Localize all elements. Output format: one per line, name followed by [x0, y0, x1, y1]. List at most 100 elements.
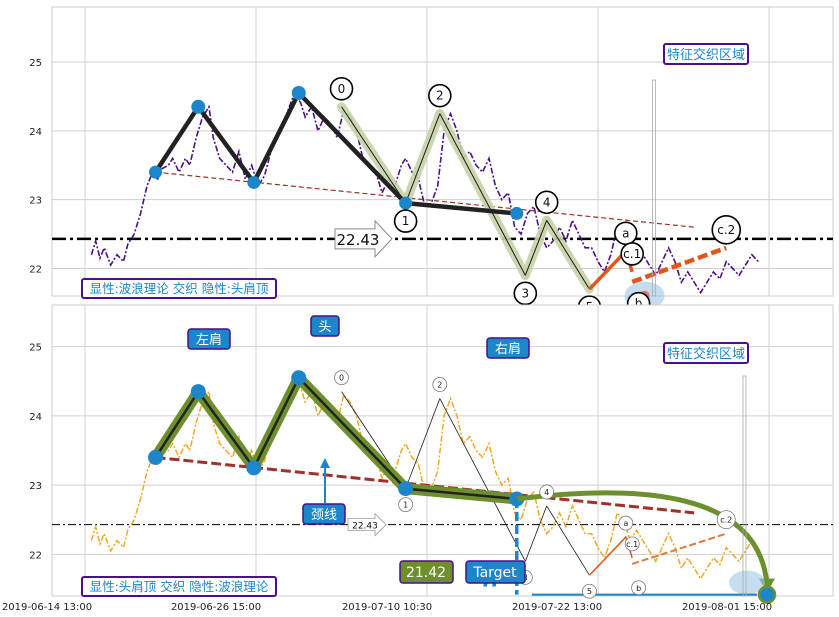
hs-point	[149, 165, 163, 179]
wave-label-circle	[624, 536, 640, 552]
x-tick-label: 2019-08-01 15:00	[682, 602, 772, 613]
left-shoulder-label: 左肩	[196, 332, 222, 348]
wave-segment	[439, 113, 526, 276]
wave-label-circle	[428, 83, 452, 108]
wave-label-circle	[631, 580, 647, 596]
wave-label-text: b	[636, 584, 641, 593]
hs-point	[399, 196, 413, 210]
head-shoulders-line	[153, 90, 517, 216]
wave-segment	[546, 220, 590, 290]
hline-arrow	[334, 219, 393, 259]
hline-arrow	[347, 512, 387, 537]
hs-point	[190, 384, 206, 400]
hs-point	[246, 460, 262, 476]
wave-label-text: 0	[339, 374, 344, 383]
y-tick-label: 24	[29, 412, 42, 423]
wave-label-circle	[539, 484, 555, 500]
y-tick-label: 25	[29, 343, 42, 354]
hs-point	[291, 86, 306, 101]
caption-text: 显性:头肩顶 交织 隐性:波浪理论	[90, 579, 269, 594]
wave-label-circle	[393, 209, 418, 233]
y-tick-label: 24	[29, 127, 42, 138]
zone-label: 特征交织区域	[667, 346, 745, 362]
wave-label-text: b	[635, 297, 643, 311]
right-shoulder-label-box	[486, 337, 530, 359]
zone-label-box	[663, 342, 749, 364]
wave-label-text: a	[622, 226, 629, 240]
hs-point	[510, 206, 524, 220]
zone-label-box	[663, 43, 749, 65]
caption-box	[81, 278, 277, 299]
x-tick-label: 2019-07-10 10:30	[342, 602, 432, 613]
projection-line	[631, 532, 727, 565]
wave-label-text: 2	[437, 381, 442, 390]
wave-label-text: c.2	[717, 223, 735, 237]
wave-label-circle	[432, 377, 448, 392]
wave-label-circle	[620, 242, 645, 266]
projection-line	[631, 245, 728, 285]
wave-label-text: 1	[403, 501, 408, 510]
target-value-box	[399, 560, 454, 584]
wave-label-circle	[618, 515, 634, 531]
caption-text: 显性:波浪理论 交织 隐性:头肩顶	[90, 281, 269, 296]
target-label-box	[465, 560, 526, 584]
x-tick-label: 2019-07-22 13:00	[512, 602, 602, 613]
wave-segment	[405, 113, 441, 204]
wave-label-circle	[711, 215, 742, 245]
wave-segment	[524, 505, 548, 562]
wave-segment	[341, 106, 407, 204]
neckline	[155, 171, 695, 228]
zone-marker	[742, 375, 747, 597]
wave-label-circle	[534, 190, 559, 215]
head-label-box	[310, 315, 340, 337]
zone-marker	[652, 79, 657, 297]
hs-point	[398, 481, 414, 497]
wave-label-text: 3	[522, 286, 530, 300]
wave-segment	[524, 220, 548, 276]
top-panel: 22232425012345ac.1bc.222.43特征交织区域显性:波浪理论…	[29, 6, 834, 319]
wave-label-text: c.1	[623, 247, 641, 261]
wave-label-circle	[582, 583, 597, 599]
bottom-panel: 22232425H012345ac.1bc.2左肩头右肩颈线22.4321.42…	[29, 304, 834, 604]
wave-label-text: c.2	[720, 516, 732, 525]
y-tick-label: 25	[29, 58, 42, 69]
wave-segment	[439, 398, 526, 562]
hs-point	[247, 175, 261, 189]
hline-value-label: 22.43	[337, 231, 380, 249]
wave-label-circle	[398, 497, 414, 513]
wave-label-circle	[716, 510, 736, 530]
wave-label-circle	[329, 76, 354, 101]
head-label: 头	[318, 320, 331, 335]
wave-segment	[405, 398, 441, 489]
y-tick-label: 22	[29, 264, 42, 275]
y-tick-label: 23	[29, 481, 42, 492]
right-shoulder-label: 右肩	[495, 341, 521, 357]
target-glow	[729, 570, 765, 595]
wave-label-text: 4	[544, 488, 549, 497]
wave-label-text: 1	[402, 214, 410, 228]
hs-point	[191, 99, 206, 114]
neckline-label: 颈线	[311, 508, 337, 523]
wave-label-text: a	[623, 519, 628, 528]
x-tick-label: 2019-06-26 15:00	[171, 602, 261, 613]
projection-arc	[516, 490, 770, 585]
left-shoulder-label-box	[187, 328, 231, 350]
target-label: Target	[472, 565, 517, 581]
zone-label: 特征交织区域	[667, 47, 745, 63]
wave-label-text: 0	[338, 82, 346, 96]
x-axis: 2019-06-14 13:00 2019-06-26 15:00 2019-07-…	[2, 602, 772, 613]
wave-label-circle	[513, 281, 538, 306]
hs-point	[291, 370, 307, 386]
wave-label-circle	[334, 370, 349, 386]
target-value: 21.42	[406, 565, 446, 581]
wave-label-text: 2	[436, 89, 444, 103]
y-tick-label: 23	[29, 196, 42, 207]
x-tick-label: 2019-06-14 13:00	[2, 602, 92, 613]
price-series	[90, 376, 759, 581]
hline-value-label: 22.43	[352, 522, 378, 532]
wave-segment	[546, 505, 590, 576]
y-tick-label: 22	[29, 550, 42, 561]
head-shoulders-line	[154, 376, 517, 501]
hs-point	[148, 449, 164, 465]
